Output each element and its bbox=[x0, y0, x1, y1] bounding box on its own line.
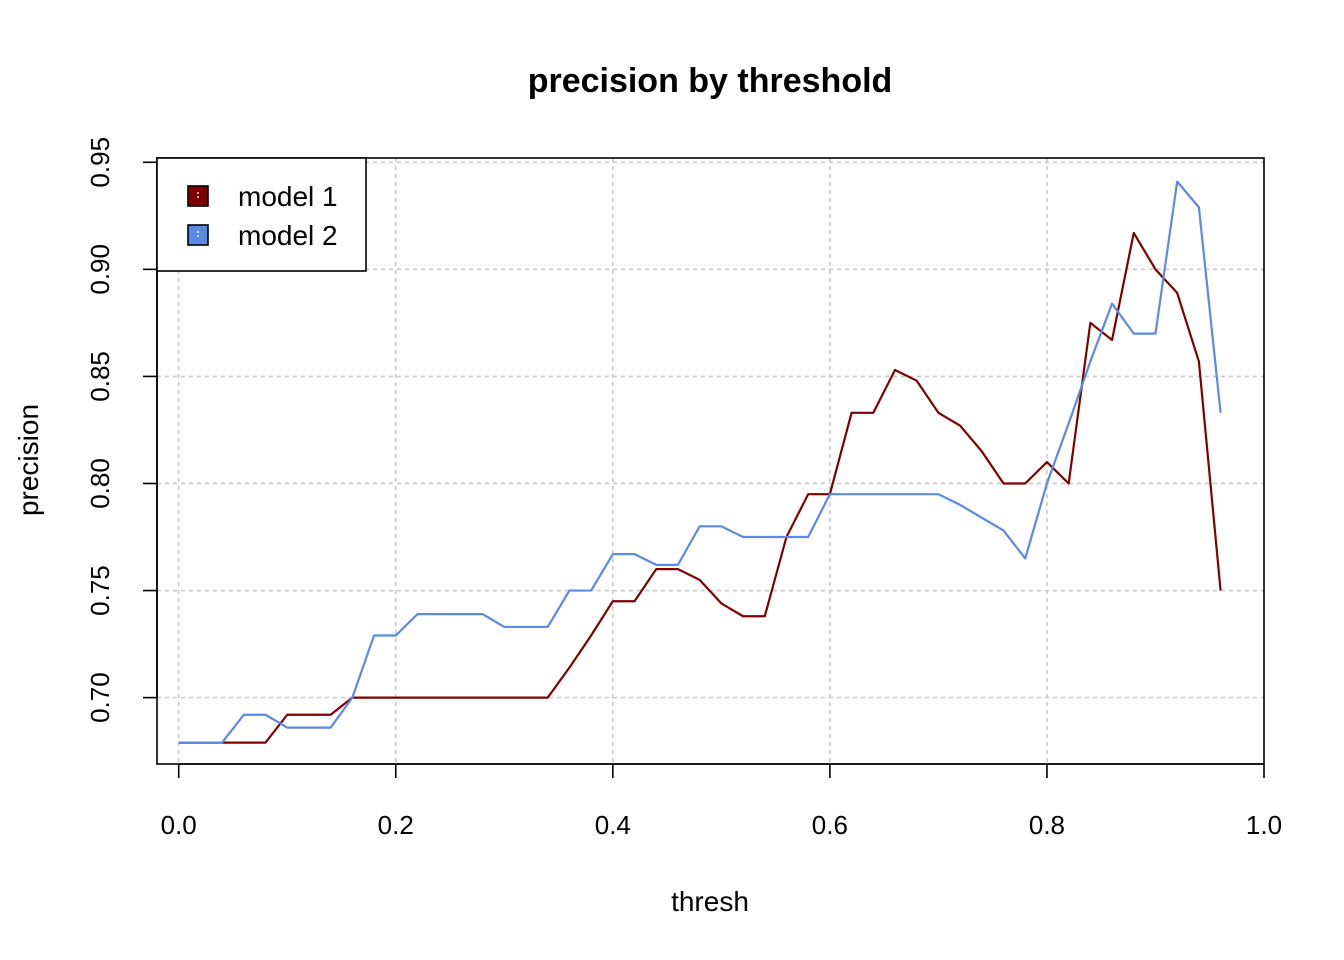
y-tick-label: 0.75 bbox=[85, 565, 115, 616]
x-tick-label: 0.6 bbox=[812, 810, 848, 840]
legend-box bbox=[156, 157, 367, 272]
y-tick-label: 0.95 bbox=[85, 137, 115, 188]
y-axis-label: precision bbox=[13, 404, 44, 516]
chart-title: precision by threshold bbox=[528, 62, 893, 100]
legend-label-1: model 1 bbox=[238, 181, 338, 212]
x-axis: 0.0 0.2 0.4 0.6 0.8 1.0 bbox=[161, 763, 1282, 840]
x-tick-label: 0.0 bbox=[161, 810, 197, 840]
y-tick-label: 0.90 bbox=[85, 244, 115, 295]
x-tick-label: 0.8 bbox=[1029, 810, 1065, 840]
x-axis-label: thresh bbox=[671, 886, 749, 917]
series-line-1 bbox=[178, 231, 1222, 744]
legend: model 1 model 2 bbox=[156, 157, 367, 272]
x-tick-label: 0.2 bbox=[378, 810, 414, 840]
y-axis: 0.70 0.75 0.80 0.85 0.90 0.95 bbox=[85, 137, 158, 723]
y-tick-label: 0.70 bbox=[85, 672, 115, 723]
x-tick-label: 1.0 bbox=[1246, 810, 1282, 840]
legend-label-2: model 2 bbox=[238, 220, 338, 251]
series-line-2 bbox=[178, 180, 1222, 744]
x-tick-label: 0.4 bbox=[595, 810, 631, 840]
series-lines bbox=[178, 180, 1222, 744]
y-tick-label: 0.85 bbox=[85, 351, 115, 402]
y-tick-label: 0.80 bbox=[85, 458, 115, 509]
